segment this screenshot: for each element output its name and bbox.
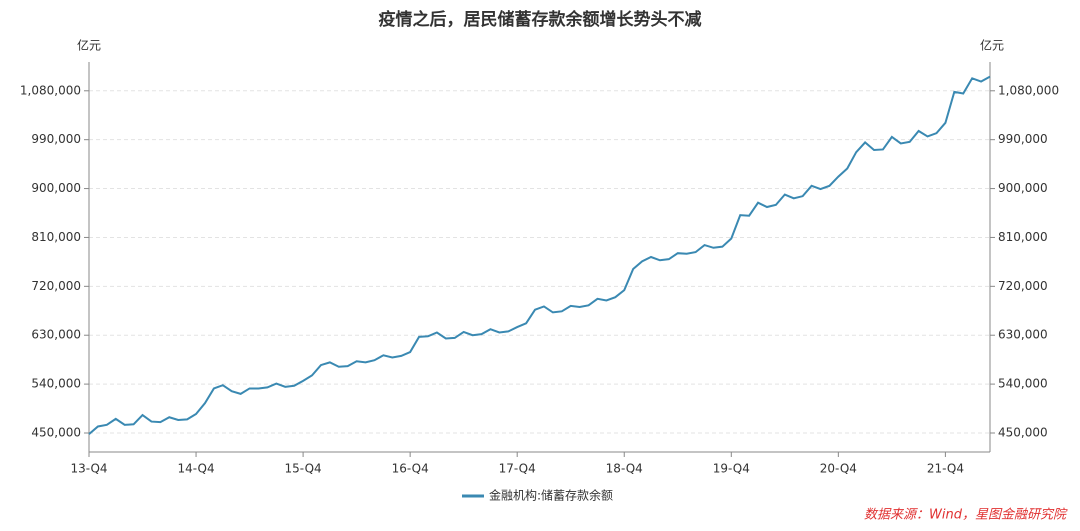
y2-unit: 亿元 <box>980 38 1004 53</box>
y-tick-label: 810,000 <box>31 230 81 244</box>
y2-tick-label: 720,000 <box>998 279 1048 293</box>
source-note: 数据来源：Wind，星图金融研究院 <box>864 507 1068 523</box>
x-tick-label: 16-Q4 <box>392 462 429 476</box>
y-tick-label: 540,000 <box>31 377 81 391</box>
series-line <box>88 75 991 435</box>
y-tick-label: 720,000 <box>31 279 81 293</box>
y2-tick-label: 810,000 <box>998 230 1048 244</box>
y2-tick-label: 630,000 <box>998 328 1048 342</box>
x-tick-label: 18-Q4 <box>606 462 643 476</box>
y2-tick-label: 900,000 <box>998 181 1048 195</box>
x-tick-label: 15-Q4 <box>285 462 322 476</box>
x-tick-label: 14-Q4 <box>177 462 214 476</box>
x-tick-label: 13-Q4 <box>70 462 107 476</box>
y-tick-label: 630,000 <box>31 328 81 342</box>
y-tick-label: 1,080,000 <box>20 83 81 97</box>
y2-tick-label: 450,000 <box>998 425 1048 439</box>
x-tick-label: 19-Q4 <box>713 462 750 476</box>
x-tick-label: 20-Q4 <box>820 462 857 476</box>
y2-tick-label: 990,000 <box>998 132 1048 146</box>
y-unit: 亿元 <box>77 38 101 53</box>
y-tick-label: 990,000 <box>31 132 81 146</box>
legend-label: 金融机构:储蓄存款余额 <box>489 488 613 503</box>
y2-tick-label: 540,000 <box>998 377 1048 391</box>
y-tick-label: 450,000 <box>31 425 81 439</box>
chart-title: 疫情之后，居民储蓄存款余额增长势头不减 <box>379 9 702 30</box>
x-tick-label: 17-Q4 <box>499 462 536 476</box>
y2-tick-label: 1,080,000 <box>998 83 1059 97</box>
x-tick-label: 21-Q4 <box>927 462 964 476</box>
y-tick-label: 900,000 <box>31 181 81 195</box>
